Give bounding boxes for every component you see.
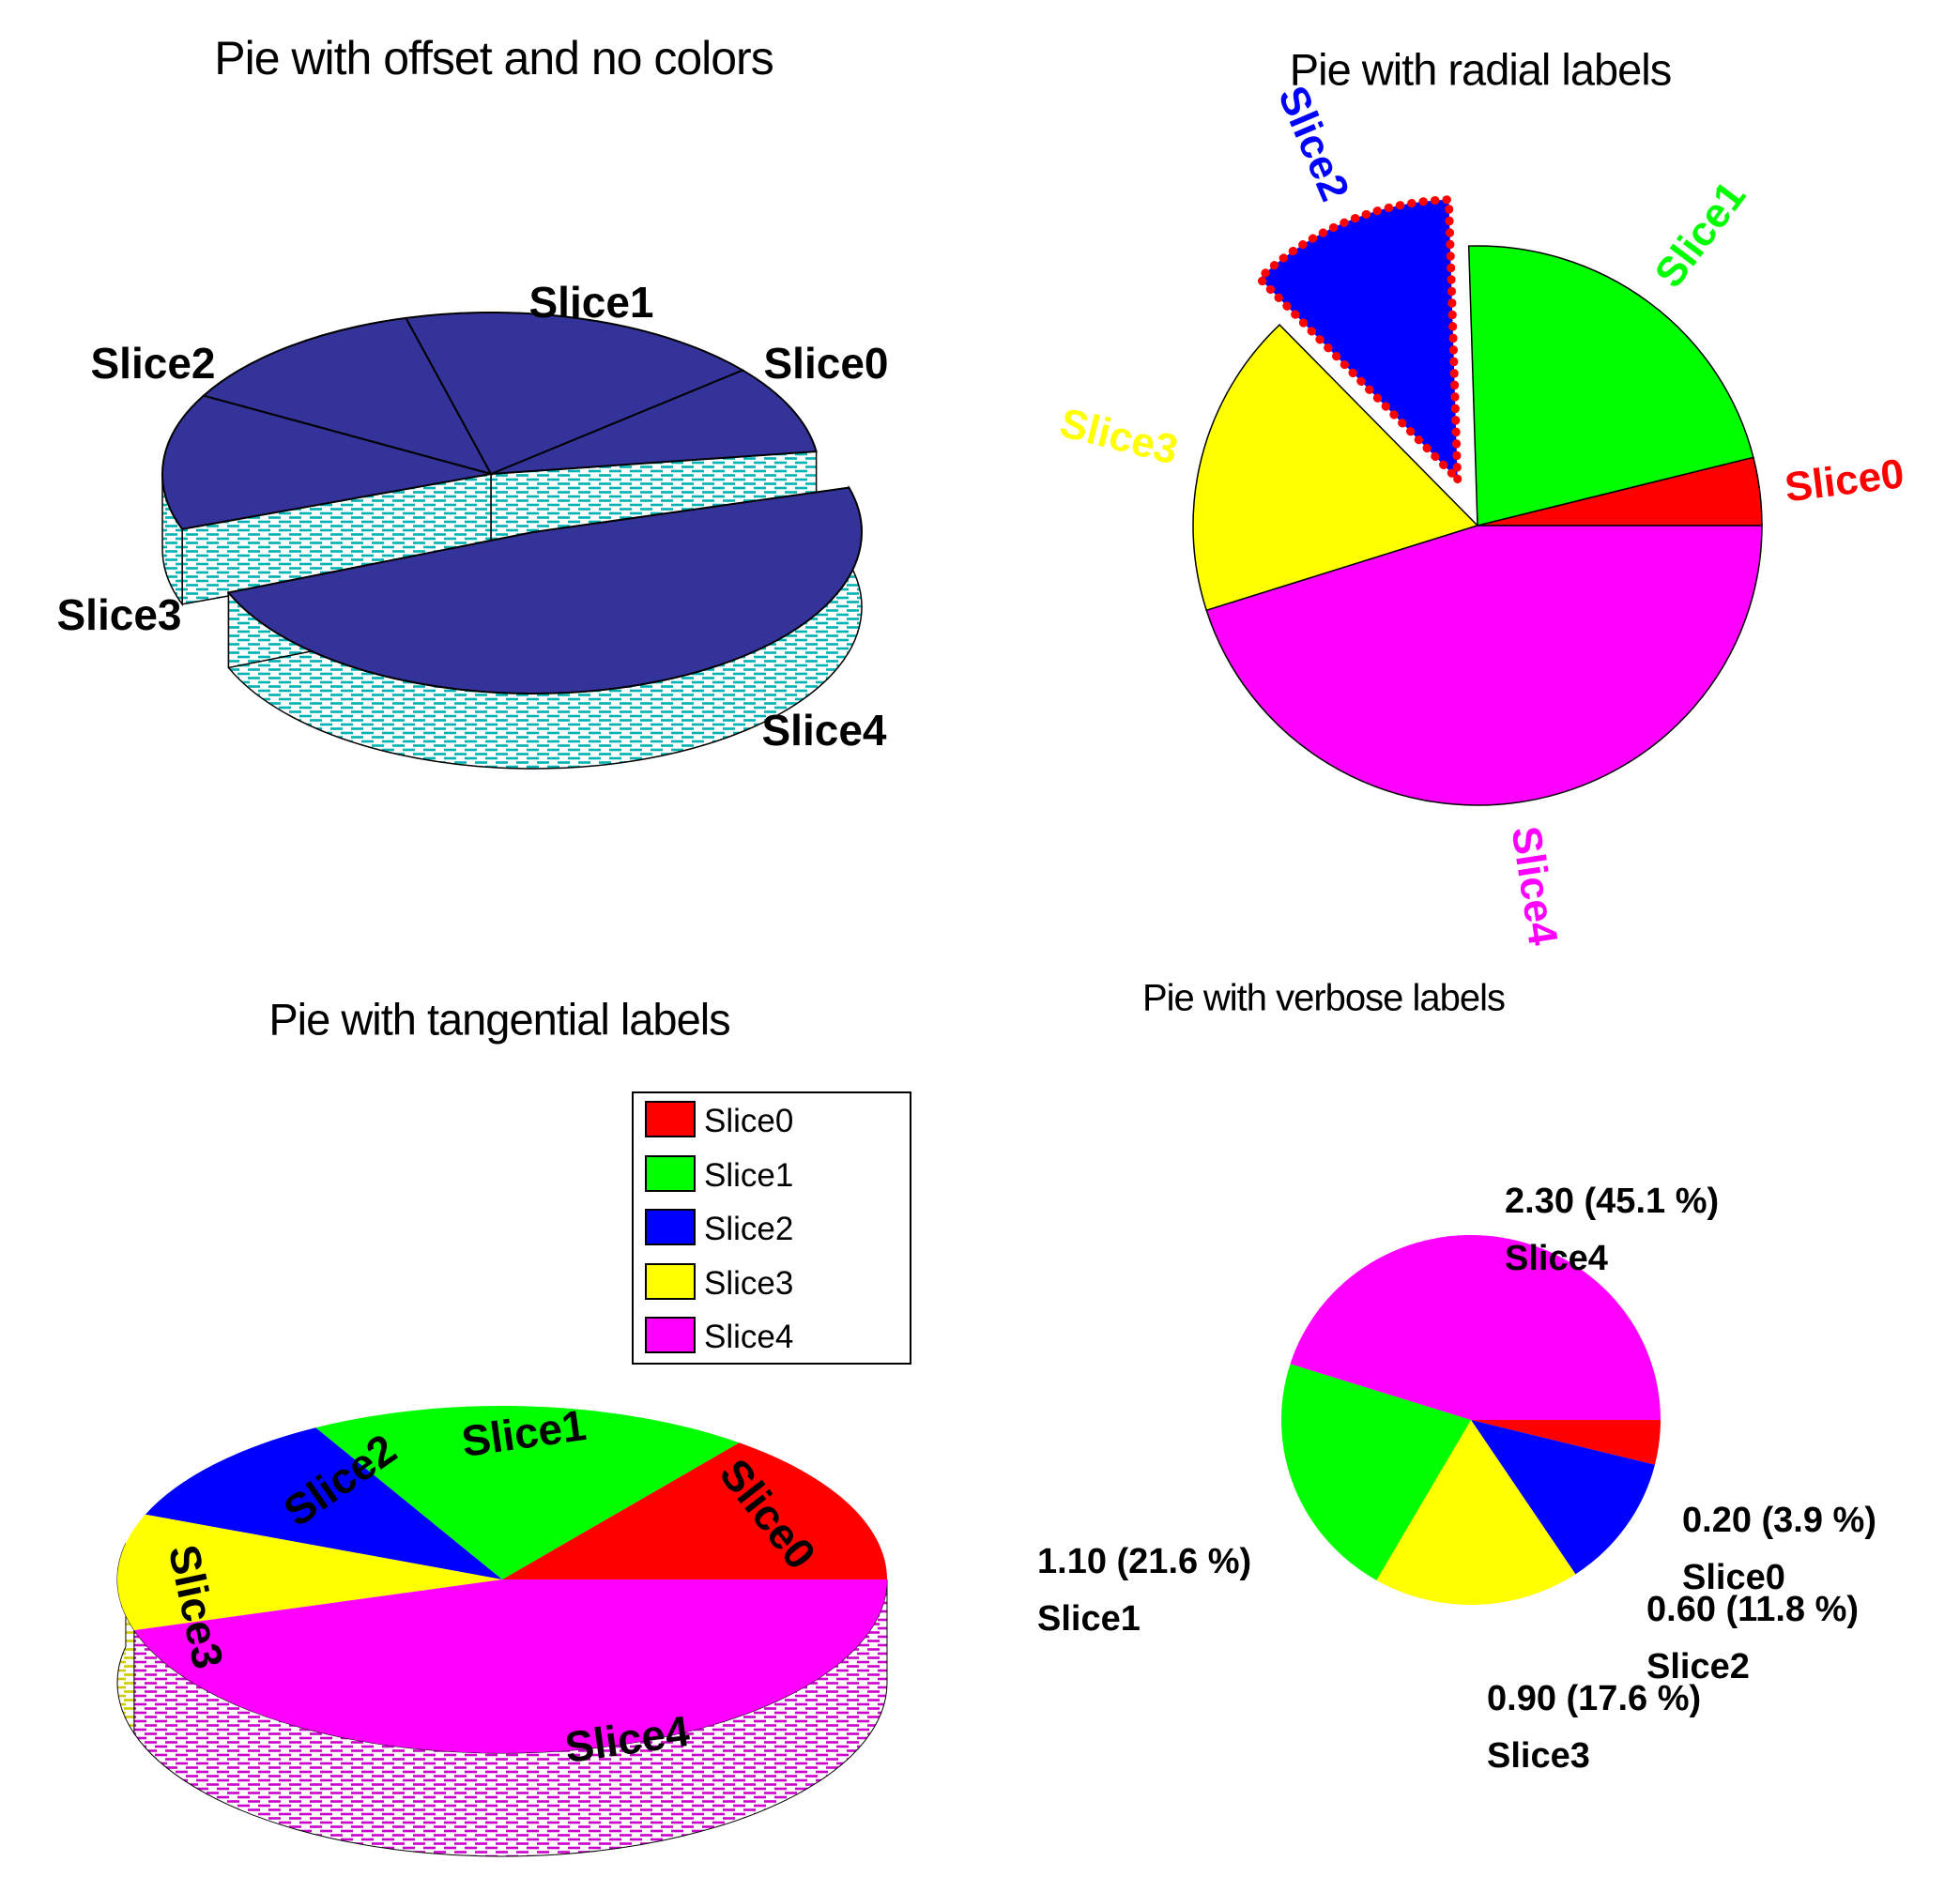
- legend-label-slice2: Slice2: [704, 1211, 794, 1247]
- pie-tangential-slice-1: [315, 1405, 740, 1579]
- pie-offset-slice-1: [404, 312, 745, 476]
- pie-offset-slice-0: [490, 369, 818, 475]
- pie-verbose-slice-3: [1376, 1420, 1576, 1605]
- pie-tangential-slice-3: [116, 1514, 503, 1631]
- legend-label-slice4: Slice4: [704, 1319, 794, 1355]
- pie-tangential-slice-2: [145, 1427, 502, 1579]
- pie-offset-3d: Slice1 Slice2 Slice0 Slice3 Slice4: [57, 278, 889, 770]
- pie-verbose-slice-4: [1290, 1235, 1661, 1420]
- legend-row-slice1: Slice1: [634, 1154, 910, 1194]
- title-pie-tangential: Pie with tangential labels: [268, 994, 730, 1045]
- pie-offset-slice-3: [161, 394, 492, 530]
- legend-row-slice4: Slice4: [634, 1317, 910, 1355]
- pie-verbose-slice-1: [1281, 1364, 1471, 1580]
- slice-label: Slice1: [529, 278, 654, 327]
- pie-verbose-slice-0: [1471, 1420, 1661, 1465]
- legend-swatch-slice1: [645, 1154, 696, 1192]
- verbose-label-value-slice2: 0.60 (11.8 %): [1646, 1590, 1859, 1629]
- verbose-label-name-slice2: Slice2: [1646, 1647, 1750, 1686]
- pie-radial: Slice0 Slice1 Slice2 Slice3 Slice4: [1055, 80, 1906, 949]
- pie-offset-slice-4: [226, 486, 863, 694]
- title-pie-verbose: Pie with verbose labels: [1141, 977, 1506, 1019]
- verbose-label-name-slice0: Slice0: [1682, 1558, 1785, 1597]
- pie-radial-label-0: Slice0: [1783, 450, 1906, 511]
- verbose-label-value-slice0: 0.20 (3.9 %): [1682, 1501, 1876, 1540]
- legend-row-slice3: Slice3: [634, 1262, 910, 1302]
- pie-radial-label-3: Slice3: [1055, 400, 1182, 474]
- pie-verbose-slice-2: [1471, 1420, 1655, 1575]
- pie-radial-label-4: Slice4: [1502, 823, 1566, 949]
- verbose-label-value-slice1: 1.10 (21.6 %): [1037, 1542, 1251, 1581]
- pie-radial-slice-4: [1205, 525, 1763, 806]
- legend-box: Slice0 Slice1 Slice2 Slice3 Slice4: [632, 1091, 911, 1365]
- slice-label: Slice0: [764, 339, 889, 388]
- pie-tangential-slice-0: [502, 1442, 887, 1579]
- pie-radial-slice-3: [1192, 324, 1479, 612]
- legend-row-slice2: Slice2: [634, 1209, 910, 1247]
- title-pie-radial: Pie with radial labels: [1289, 44, 1672, 95]
- slice-label: Slice3: [57, 590, 182, 639]
- title-pie-offset: Pie with offset and no colors: [214, 32, 773, 84]
- slice-label: Slice4: [762, 706, 887, 755]
- verbose-label-name-slice1: Slice1: [1037, 1599, 1141, 1639]
- slice-label: Slice2: [91, 339, 216, 388]
- legend-label-slice1: Slice1: [704, 1156, 794, 1194]
- verbose-label-name-slice4: Slice4: [1505, 1239, 1608, 1278]
- legend-swatch-slice2: [645, 1209, 696, 1245]
- verbose-label-name-slice3: Slice3: [1487, 1736, 1590, 1776]
- verbose-label-value-slice3: 0.90 (17.6 %): [1487, 1679, 1701, 1718]
- pie-tangential-slice-4: [133, 1579, 888, 1753]
- legend-swatch-slice3: [645, 1262, 696, 1300]
- legend-swatch-slice0: [645, 1101, 696, 1137]
- verbose-label-value-slice4: 2.30 (45.1 %): [1505, 1182, 1719, 1221]
- pie-radial-slice-2-exploded: [1253, 195, 1462, 490]
- pie-offset-slice-2: [201, 316, 494, 476]
- pie-radial-label-1: Slice1: [1646, 174, 1754, 297]
- legend-label-slice0: Slice0: [704, 1103, 794, 1139]
- legend-swatch-slice4: [645, 1317, 696, 1353]
- legend-row-slice0: Slice0: [634, 1101, 910, 1139]
- legend-label-slice3: Slice3: [704, 1264, 794, 1302]
- pie-radial-label-2: Slice2: [1269, 80, 1358, 207]
- pie-radial-slice-1: [1467, 245, 1754, 526]
